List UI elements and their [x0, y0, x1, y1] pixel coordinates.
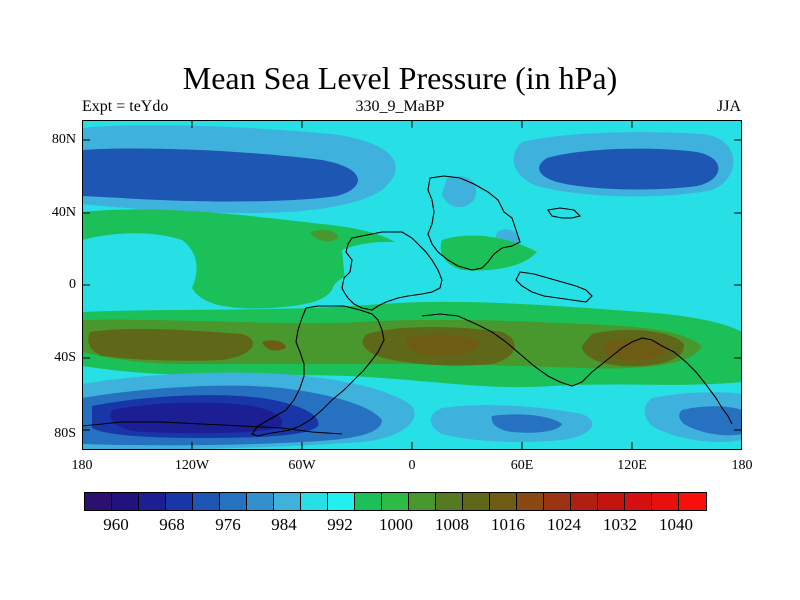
field-sh-band-dark-mid — [406, 334, 480, 357]
field-north-low-east-blob — [442, 176, 477, 208]
colorbar-swatch — [463, 493, 490, 510]
colorbar-swatch — [382, 493, 409, 510]
colorbar-label-960: 960 — [103, 515, 129, 534]
period-label: 330_9_MaBP — [355, 98, 445, 115]
colorbar-label-1040: 1040 — [659, 515, 693, 534]
colorbar-label-1000: 1000 — [379, 515, 413, 534]
y-tick-40n: 40N — [51, 205, 76, 220]
colorbar-swatch — [274, 493, 301, 510]
colorbar-label-992: 992 — [327, 515, 353, 534]
colorbar-swatch — [166, 493, 193, 510]
field-sh-band-dark-west — [262, 340, 286, 351]
colorbar-label-984: 984 — [271, 515, 297, 534]
colorbar-swatch — [679, 493, 706, 510]
chart-title: Mean Sea Level Pressure (in hPa) — [182, 60, 618, 96]
coastline-africa-australia — [421, 313, 733, 425]
colorbar-swatch — [220, 493, 247, 510]
season-label: JJA — [716, 98, 741, 115]
colorbar — [84, 492, 707, 511]
field-sh-band-dark-east — [604, 338, 668, 361]
field-so-low-mid-east — [491, 414, 562, 433]
y-tick-80s: 80S — [54, 426, 76, 441]
colorbar-swatch — [544, 493, 571, 510]
colorbar-swatch — [517, 493, 544, 510]
coastline-eurasia — [427, 175, 521, 271]
colorbar-label-1016: 1016 — [491, 515, 525, 534]
pressure-map — [82, 120, 742, 450]
colorbar-swatch — [355, 493, 382, 510]
colorbar-swatch — [490, 493, 517, 510]
colorbar-label-968: 968 — [159, 515, 185, 534]
y-tick-0: 0 — [69, 277, 76, 292]
colorbar-swatch — [409, 493, 436, 510]
y-tick-80n: 80N — [51, 132, 76, 147]
colorbar-label-1008: 1008 — [435, 515, 469, 534]
colorbar-swatch — [328, 493, 355, 510]
x-tick-180-right: 180 — [731, 458, 753, 473]
colorbar-swatch — [301, 493, 328, 510]
colorbar-swatch — [652, 493, 679, 510]
coastline-south-asia — [515, 271, 593, 303]
field-sh-band-core-west — [88, 328, 253, 361]
y-tick-40s: 40S — [54, 350, 76, 365]
colorbar-swatch — [625, 493, 652, 510]
colorbar-swatch — [436, 493, 463, 510]
experiment-label: Expt = teYdo — [82, 98, 169, 115]
colorbar-swatch — [193, 493, 220, 510]
coastline-south-america — [251, 305, 385, 437]
field-mexico-cyan — [342, 241, 433, 303]
x-tick-180-left: 180 — [71, 458, 93, 473]
field-north-low-east-core — [539, 148, 719, 190]
colorbar-swatch — [598, 493, 625, 510]
field-north-low-west-core — [82, 148, 358, 202]
field-nh-high-band-east — [440, 235, 537, 271]
coastline-east-blob — [547, 207, 582, 219]
field-nh-small-high — [310, 230, 338, 242]
x-tick-60e: 60E — [510, 458, 534, 473]
coastline-americas — [341, 231, 443, 311]
x-tick-120w: 120W — [174, 458, 210, 473]
colorbar-label-976: 976 — [215, 515, 241, 534]
colorbar-swatch — [571, 493, 598, 510]
colorbar-swatch — [247, 493, 274, 510]
colorbar-swatch — [85, 493, 112, 510]
colorbar-label-1024: 1024 — [547, 515, 581, 534]
colorbar-label-1032: 1032 — [603, 515, 637, 534]
colorbar-swatch — [112, 493, 139, 510]
x-tick-60w: 60W — [288, 458, 316, 473]
coastline-south-blob — [82, 421, 343, 435]
x-tick-0: 0 — [408, 458, 416, 473]
colorbar-swatch — [139, 493, 166, 510]
x-tick-120e: 120E — [617, 458, 647, 473]
